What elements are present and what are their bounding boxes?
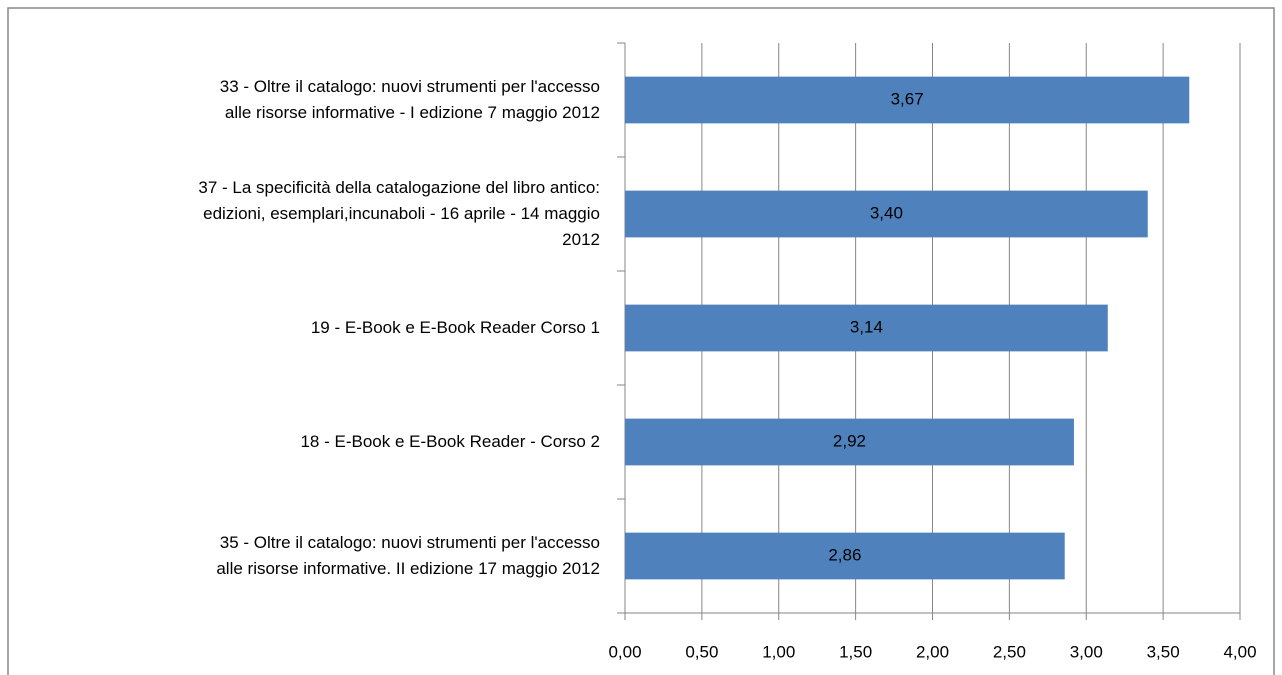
x-tick-label: 3,00 xyxy=(1070,642,1103,661)
x-tick-label: 2,00 xyxy=(916,642,949,661)
value-label: 3,67 xyxy=(891,89,924,108)
bar xyxy=(625,304,1108,352)
bar xyxy=(625,418,1074,466)
y-tick-label: 33 - Oltre il catalogo: nuovi strumenti … xyxy=(219,77,600,122)
x-tick-label: 4,00 xyxy=(1223,642,1256,661)
bar xyxy=(625,532,1065,580)
bar xyxy=(625,76,1190,124)
value-label: 3,14 xyxy=(850,317,883,336)
y-tick-label: 37 - La specificità della catalogazione … xyxy=(198,178,600,249)
x-tick-label: 3,50 xyxy=(1147,642,1180,661)
x-tick-label: 1,50 xyxy=(839,642,872,661)
value-label: 2,92 xyxy=(833,431,866,450)
x-tick-label: 2,50 xyxy=(993,642,1026,661)
x-tick-label: 0,50 xyxy=(685,642,718,661)
bar xyxy=(625,190,1148,238)
value-label: 2,86 xyxy=(828,545,861,564)
x-tick-label: 0,00 xyxy=(608,642,641,661)
chart-border xyxy=(7,7,1275,675)
x-tick-label: 1,00 xyxy=(762,642,795,661)
y-tick-label: 35 - Oltre il catalogo: nuovi strumenti … xyxy=(216,533,600,578)
y-tick-label: 18 - E-Book e E-Book Reader - Corso 2 xyxy=(300,432,600,451)
y-tick-label: 19 - E-Book e E-Book Reader Corso 1 xyxy=(310,318,600,337)
value-label: 3,40 xyxy=(870,203,903,222)
